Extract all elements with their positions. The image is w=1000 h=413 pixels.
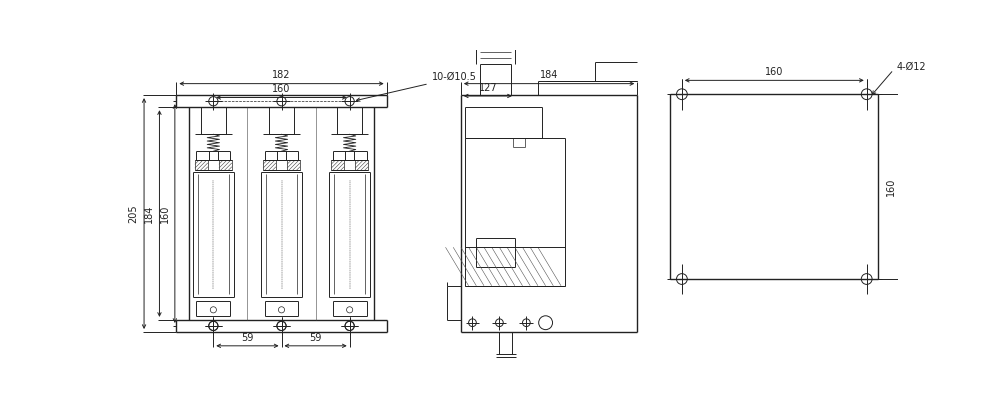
Text: 182: 182 (272, 70, 291, 80)
Bar (195, 160, 208, 171)
Text: 205: 205 (129, 204, 139, 223)
Bar (219, 160, 232, 171)
Text: 127: 127 (479, 83, 497, 93)
Bar (263, 160, 276, 171)
Text: 10-Ø10.5: 10-Ø10.5 (432, 72, 477, 82)
Text: 59: 59 (241, 333, 254, 343)
Text: 160: 160 (272, 84, 291, 95)
Bar (287, 160, 300, 171)
Text: 160: 160 (886, 178, 896, 196)
Bar (331, 160, 344, 171)
Text: 160: 160 (765, 66, 783, 76)
Text: 4-Ø12: 4-Ø12 (897, 62, 926, 72)
Text: 184: 184 (540, 70, 558, 80)
Text: 184: 184 (144, 204, 154, 223)
Text: 59: 59 (309, 333, 322, 343)
Bar (355, 160, 368, 171)
Text: 160: 160 (159, 204, 169, 223)
